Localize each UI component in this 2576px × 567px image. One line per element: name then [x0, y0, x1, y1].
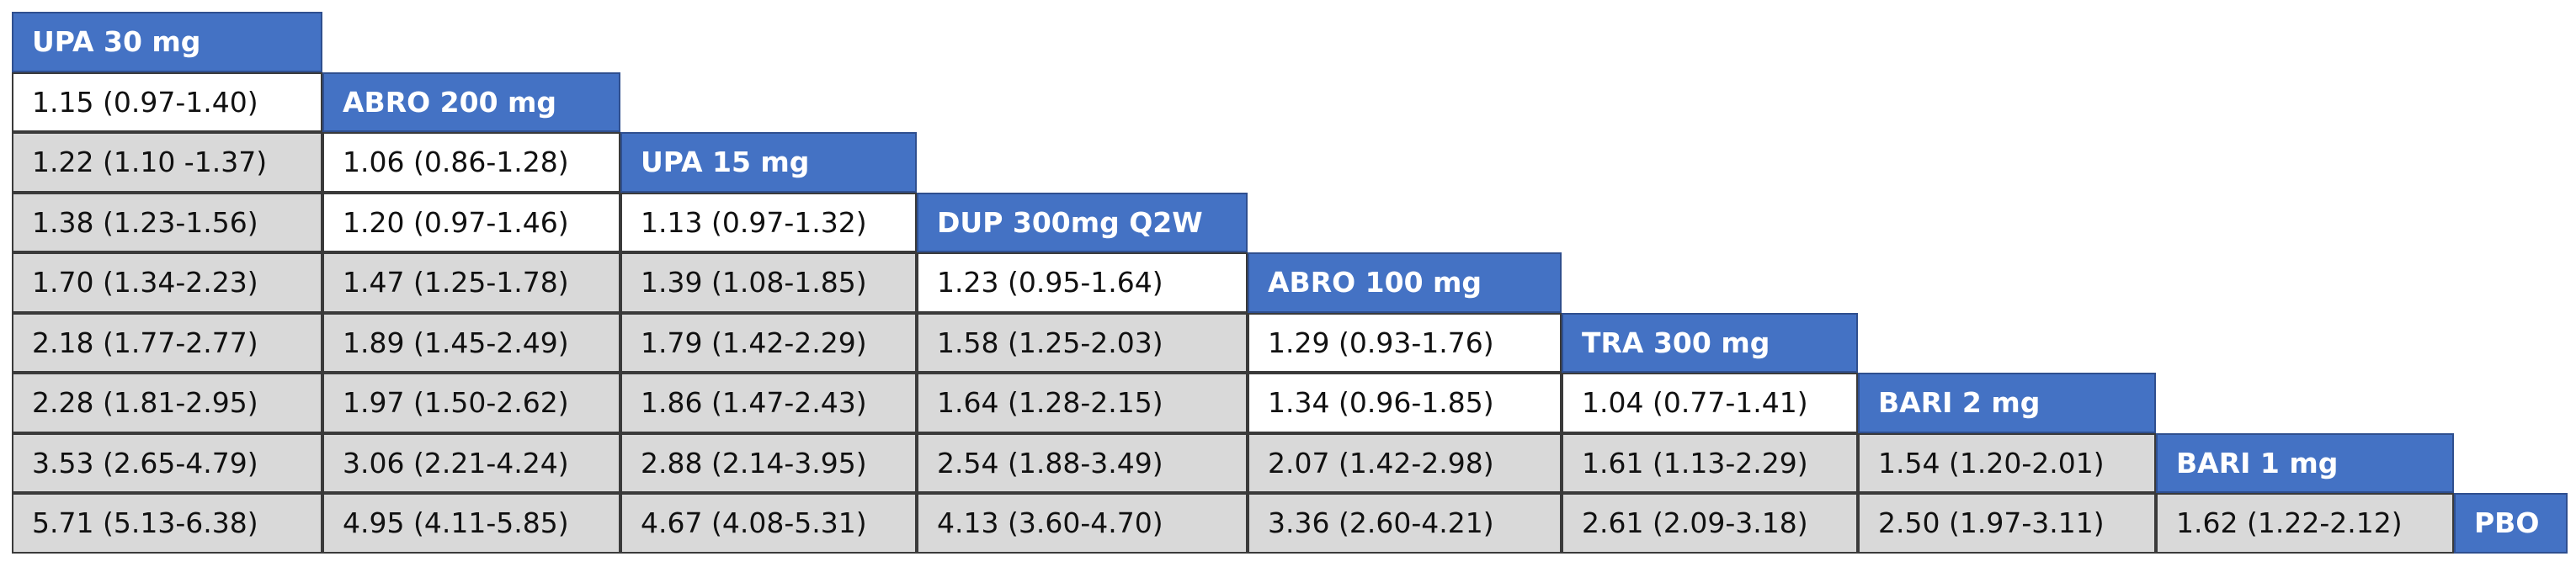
comparison-cell: 5.71 (5.13-6.38)	[12, 493, 322, 554]
comparison-cell: 4.67 (4.08-5.31)	[620, 493, 917, 554]
comparison-cell: 2.88 (2.14-3.95)	[620, 432, 917, 493]
comparison-cell: 1.47 (1.25-1.78)	[322, 252, 620, 313]
comparison-cell: 1.58 (1.25-2.03)	[917, 312, 1248, 373]
treatment-header: TRA 300 mg	[1562, 312, 1858, 373]
comparison-cell: 1.29 (0.93-1.76)	[1248, 312, 1562, 373]
comparison-cell: 1.22 (1.10 -1.37)	[12, 132, 322, 193]
comparison-cell: 1.97 (1.50-2.62)	[322, 373, 620, 433]
treatment-header: DUP 300mg Q2W	[917, 192, 1248, 252]
comparison-cell: 1.04 (0.77-1.41)	[1562, 373, 1858, 433]
comparison-cell: 2.54 (1.88-3.49)	[917, 432, 1248, 493]
comparison-cell: 1.20 (0.97-1.46)	[322, 192, 620, 252]
comparison-cell: 3.36 (2.60-4.21)	[1248, 493, 1562, 554]
comparison-cell: 2.07 (1.42-2.98)	[1248, 432, 1562, 493]
comparison-cell: 1.39 (1.08-1.85)	[620, 252, 917, 313]
comparison-cell: 1.86 (1.47-2.43)	[620, 373, 917, 433]
comparison-cell: 1.89 (1.45-2.49)	[322, 312, 620, 373]
comparison-cell: 2.61 (2.09-3.18)	[1562, 493, 1858, 554]
treatment-header: UPA 15 mg	[620, 132, 917, 193]
comparison-cell: 3.53 (2.65-4.79)	[12, 432, 322, 493]
comparison-cell: 1.54 (1.20-2.01)	[1858, 432, 2156, 493]
treatment-header: ABRO 100 mg	[1248, 252, 1562, 313]
treatment-header: BARI 2 mg	[1858, 373, 2156, 433]
comparison-cell: 2.28 (1.81-2.95)	[12, 373, 322, 433]
comparison-cell: 4.95 (4.11-5.85)	[322, 493, 620, 554]
comparison-cell: 1.70 (1.34-2.23)	[12, 252, 322, 313]
comparison-cell: 2.50 (1.97-3.11)	[1858, 493, 2156, 554]
comparison-cell: 1.06 (0.86-1.28)	[322, 132, 620, 193]
comparison-cell: 1.61 (1.13-2.29)	[1562, 432, 1858, 493]
treatment-header: PBO	[2454, 493, 2568, 554]
comparison-cell: 1.38 (1.23-1.56)	[12, 192, 322, 252]
treatment-header: ABRO 200 mg	[322, 72, 620, 132]
comparison-cell: 1.62 (1.22-2.12)	[2156, 493, 2454, 554]
comparison-cell: 1.79 (1.42-2.29)	[620, 312, 917, 373]
comparison-cell: 4.13 (3.60-4.70)	[917, 493, 1248, 554]
comparison-cell: 3.06 (2.21-4.24)	[322, 432, 620, 493]
comparison-cell: 1.15 (0.97-1.40)	[12, 72, 322, 132]
treatment-header: UPA 30 mg	[12, 12, 322, 72]
comparison-cell: 1.64 (1.28-2.15)	[917, 373, 1248, 433]
comparison-cell: 1.23 (0.95-1.64)	[917, 252, 1248, 313]
comparison-cell: 2.18 (1.77-2.77)	[12, 312, 322, 373]
comparison-cell: 1.13 (0.97-1.32)	[620, 192, 917, 252]
treatment-header: BARI 1 mg	[2156, 432, 2454, 493]
comparison-cell: 1.34 (0.96-1.85)	[1248, 373, 1562, 433]
